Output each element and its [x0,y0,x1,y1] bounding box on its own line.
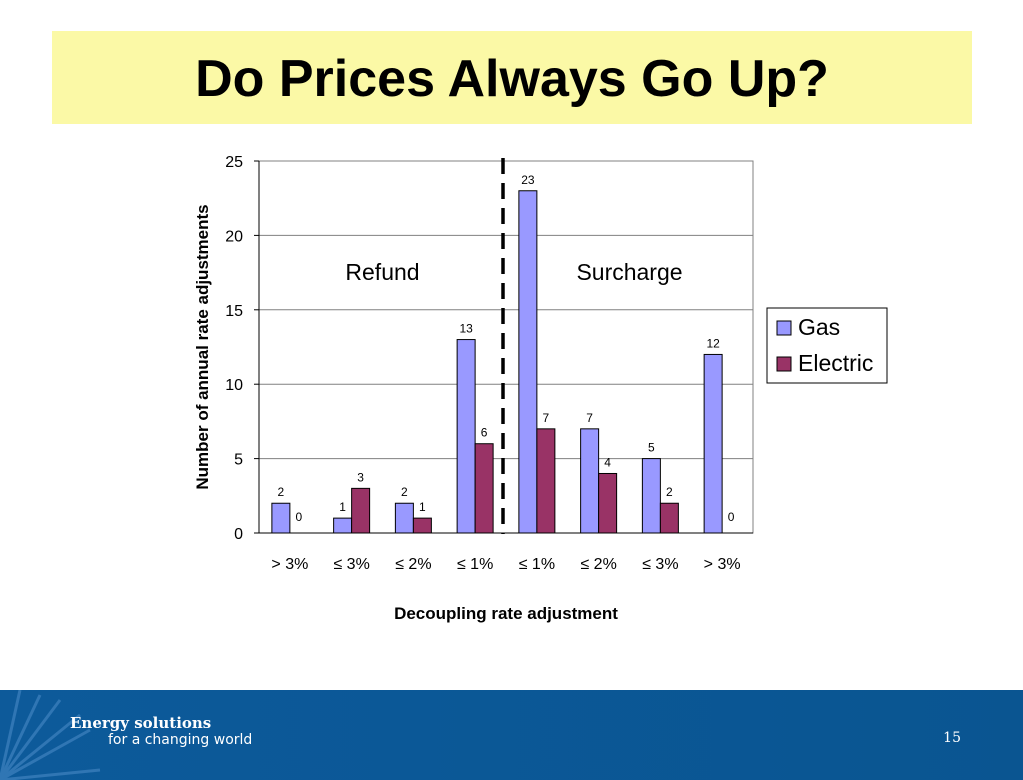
data-label: 3 [357,470,364,484]
data-label: 2 [666,485,673,499]
x-tick-label: > 3% [271,556,308,573]
bar-gas [394,502,414,534]
plot-area [258,160,754,534]
data-label: 12 [706,336,720,350]
bar-gas [703,353,723,534]
y-tick-label: 0 [234,526,243,543]
x-tick-label: ≤ 2% [395,556,431,573]
data-label: 6 [481,426,488,440]
data-label: 2 [401,485,408,499]
data-label: 2 [278,485,285,499]
bar-electric [474,443,494,534]
bar-electric [412,517,432,534]
x-tick-label: ≤ 1% [457,556,493,573]
brand-tagline-line1: Energy solutions [70,714,212,732]
y-tick-label: 10 [225,377,243,394]
starburst-logo-icon [0,690,101,780]
bar-electric [659,502,679,534]
y-tick-label: 5 [234,452,243,469]
slide-title: Do Prices Always Go Up? [195,50,829,108]
data-label: 5 [648,441,655,455]
annotation-surcharge: Surcharge [576,259,682,285]
bar-gas [641,458,661,534]
page-number: 15 [943,730,961,746]
title-band: Do Prices Always Go Up? [52,31,972,124]
footer-band: Energy solutions for a changing world 15 [0,690,1023,780]
annotation-refund: Refund [345,259,419,285]
legend-swatch-electric [776,356,792,372]
bar-gas [518,190,538,534]
bar-electric [598,472,618,534]
x-tick-label: ≤ 3% [333,556,369,573]
x-tick-label: ≤ 3% [642,556,678,573]
bar-gas [271,502,291,534]
data-label: 4 [604,455,611,469]
data-label: 0 [296,510,303,524]
y-tick-label: 20 [225,228,243,245]
x-axis-title: Decoupling rate adjustment [394,604,618,623]
data-label: 7 [543,411,550,425]
bar-gas [456,339,476,534]
legend-label-gas: Gas [798,314,840,340]
y-axis-title: Number of annual rate adjustments [193,204,212,489]
legend-label-electric: Electric [798,350,873,376]
x-tick-label: ≤ 2% [580,556,616,573]
data-label: 7 [586,411,593,425]
bar-gas [333,517,353,534]
y-tick-label: 15 [225,303,243,320]
bar-electric [351,487,371,534]
data-label: 1 [419,500,426,514]
brand-tagline-line2: for a changing world [108,732,253,748]
x-tick-label: ≤ 1% [519,556,555,573]
bar-gas [580,428,600,534]
x-tick-label: > 3% [704,556,741,573]
data-label: 23 [521,173,535,187]
data-label: 0 [728,510,735,524]
legend-swatch-gas [776,320,792,336]
data-label: 13 [459,322,473,336]
y-tick-label: 25 [225,154,243,171]
bar-electric [536,428,556,534]
data-label: 1 [339,500,346,514]
